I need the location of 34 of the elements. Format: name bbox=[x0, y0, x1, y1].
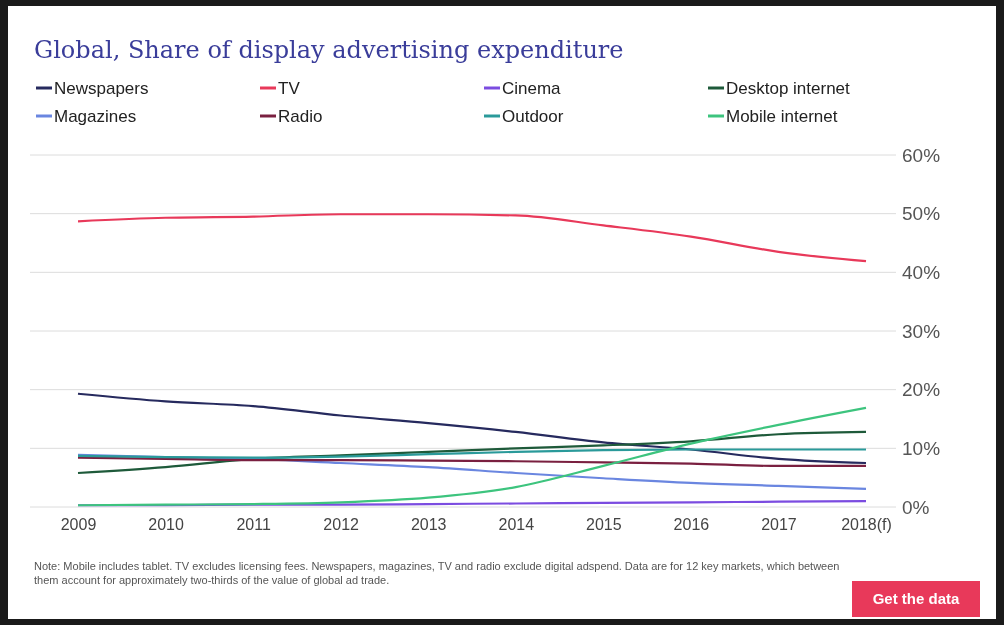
line-series bbox=[76, 392, 868, 465]
x-tick-label: 2016 bbox=[673, 516, 710, 534]
y-tick-label: 10% bbox=[902, 437, 941, 459]
x-tick-label: 2014 bbox=[498, 516, 535, 534]
legend-label: Outdoor bbox=[502, 107, 564, 126]
legend-label: Radio bbox=[278, 107, 323, 126]
y-tick-label: 30% bbox=[902, 320, 941, 342]
x-tick-label: 2013 bbox=[410, 516, 447, 534]
line-series bbox=[76, 430, 868, 475]
line-series bbox=[76, 213, 868, 263]
y-tick-label: 20% bbox=[902, 379, 941, 401]
legend-label: Desktop internet bbox=[726, 79, 851, 98]
line-series bbox=[76, 406, 868, 507]
y-tick-label: 0% bbox=[902, 496, 930, 518]
legend-label: Mobile internet bbox=[726, 107, 838, 126]
x-tick-label: 2018(f) bbox=[841, 516, 892, 534]
get-the-data-button: Get the data bbox=[852, 581, 980, 617]
x-tick-label: 2011 bbox=[236, 516, 271, 534]
legend-label: Newspapers bbox=[54, 79, 149, 98]
chart-title: Global, Share of display advertising expenditure bbox=[34, 36, 624, 64]
legend-label: Cinema bbox=[502, 79, 562, 98]
x-tick-label: 2015 bbox=[586, 516, 622, 534]
x-tick-label: 2017 bbox=[761, 516, 797, 534]
y-tick-label: 60% bbox=[902, 144, 941, 166]
legend-label: TV bbox=[278, 79, 301, 98]
x-tick-label: 2009 bbox=[60, 516, 97, 534]
text: Note: Mobile includes tablet. TV excludes licensing fees. Newspapers, magazines, TV and radio exclude digital adspend. Data are for 12 key markets, which between them account for approximately two-thirds of the value of global ad trade. bbox=[34, 559, 841, 587]
line-series bbox=[76, 456, 868, 468]
y-tick-label: 40% bbox=[902, 261, 941, 283]
legend-label: Magazines bbox=[54, 107, 137, 126]
line-series bbox=[76, 448, 868, 459]
x-tick-label: 2010 bbox=[148, 516, 184, 534]
y-tick-label: 50% bbox=[902, 203, 941, 225]
x-tick-label: 2012 bbox=[323, 516, 360, 534]
